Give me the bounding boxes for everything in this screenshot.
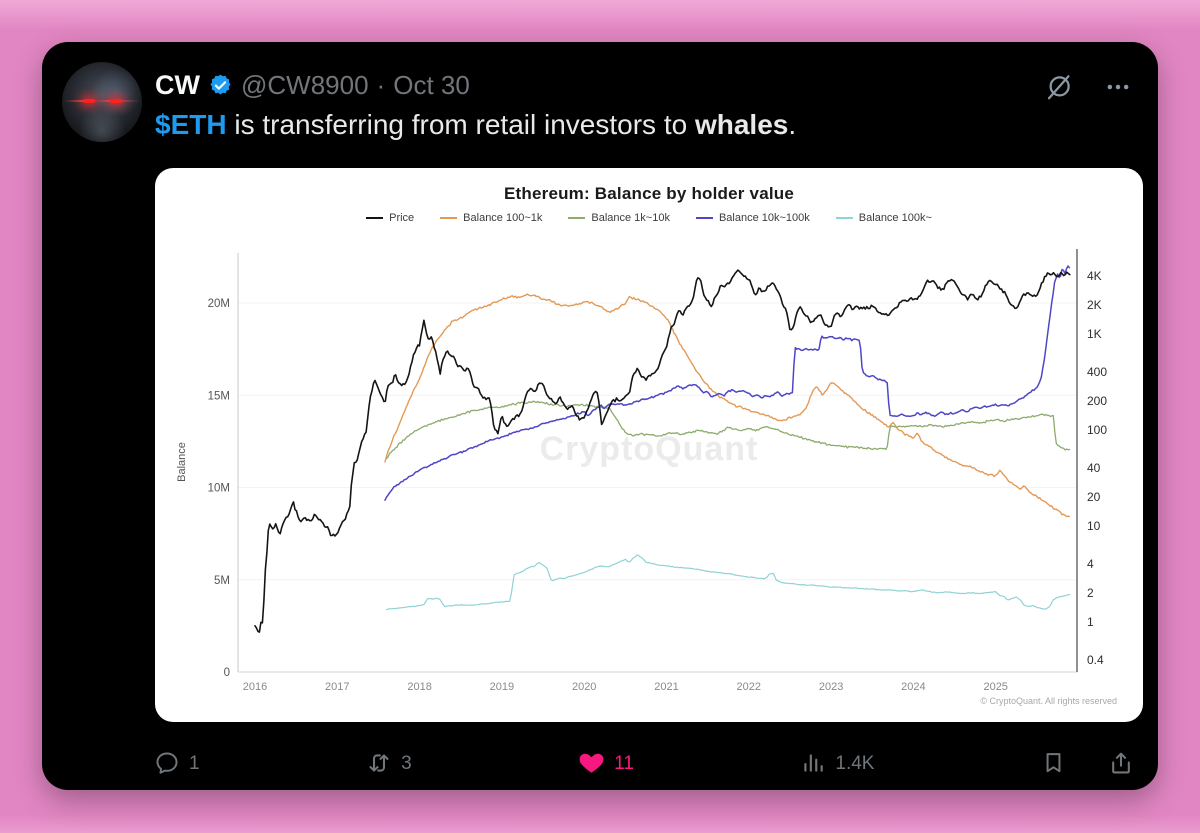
legend-label: Price	[389, 212, 415, 224]
x-axis-tick: 2023	[819, 681, 843, 693]
x-axis-tick: 2016	[243, 681, 267, 693]
series-price	[254, 269, 1071, 633]
share-icon	[1108, 750, 1134, 779]
grok-button[interactable]	[1040, 68, 1078, 109]
legend-item: Balance 100~1k	[440, 212, 542, 224]
reply-button[interactable]: 1	[152, 748, 202, 781]
right-axis-tick: 20	[1087, 490, 1101, 504]
left-axis-label: Balance	[176, 442, 188, 482]
chart-media[interactable]: 0 5M 10M 15M 20M Balance 4K 2K 1K 400 200 100 40 20 10…	[155, 168, 1143, 722]
legend-label: Balance 100k~	[858, 212, 932, 224]
avatar-left-eye	[82, 98, 95, 103]
separator-dot: ·	[376, 69, 386, 100]
left-axis-tick: 0	[224, 667, 230, 679]
chart-title: Ethereum: Balance by holder value	[503, 184, 795, 203]
views-button[interactable]: 1.4K	[798, 748, 876, 781]
legend-item: Price	[366, 212, 414, 224]
more-icon	[1104, 73, 1132, 104]
right-axis-tick: 40	[1087, 461, 1101, 475]
repost-button[interactable]: 3	[364, 748, 414, 781]
bookmark-button[interactable]	[1039, 748, 1068, 780]
heart-icon	[578, 749, 605, 779]
x-axis-tick: 2022	[737, 681, 761, 693]
chart-legend: Price Balance 100~1k Balance 1k~10k Balance…	[155, 212, 1143, 224]
chart-canvas: 05M10M15M20MBalance4K2K1K400200100402010…	[176, 249, 1107, 693]
repost-icon	[366, 750, 392, 779]
like-count: 11	[614, 753, 634, 774]
left-axis-tick: 20M	[208, 298, 230, 310]
grok-icon	[1044, 72, 1074, 105]
legend-item: Balance 10k~100k	[695, 212, 810, 224]
avatar-right-eye	[110, 98, 122, 103]
share-button[interactable]	[1106, 748, 1136, 781]
series-balance-10k-100k	[384, 265, 1071, 501]
tweet-header: CW @CW8900 · Oct 30	[155, 68, 470, 102]
view-count: 1.4K	[835, 753, 875, 774]
left-axis-tick: 15M	[208, 390, 230, 402]
left-axis-tick: 10M	[208, 483, 230, 495]
x-axis-tick: 2024	[901, 681, 925, 693]
reply-icon	[154, 750, 180, 779]
x-axis-tick: 2018	[407, 681, 431, 693]
more-button[interactable]	[1100, 69, 1136, 108]
chart-watermark: CryptoQuant	[539, 430, 759, 468]
right-axis-tick: 10	[1087, 519, 1101, 533]
avatar[interactable]	[62, 62, 142, 142]
analytics-icon	[800, 750, 826, 779]
display-name[interactable]: CW	[155, 69, 200, 100]
left-axis-tick: 5M	[214, 575, 230, 587]
right-axis-tick: 200	[1087, 394, 1107, 408]
tweet-action-bar: 1 3 11	[152, 740, 1136, 788]
right-axis-tick: 4	[1087, 557, 1094, 571]
legend-label: Balance 10k~100k	[718, 212, 810, 224]
legend-swatch	[440, 217, 458, 219]
tweet-text-bold: whales	[694, 109, 789, 140]
x-axis-tick: 2021	[654, 681, 678, 693]
legend-label: Balance 100~1k	[463, 212, 543, 224]
series-balance-1k-10k	[386, 400, 1071, 460]
x-axis-tick: 2017	[325, 681, 349, 693]
bookmark-icon	[1041, 750, 1066, 778]
series-balance-100-1k	[384, 293, 1071, 518]
x-axis-tick: 2025	[983, 681, 1007, 693]
series-balance-100k-	[386, 554, 1071, 611]
repost-count: 3	[401, 753, 412, 774]
legend-item: Balance 100k~	[835, 212, 932, 224]
tweet-text: $ETH is transferring from retail investo…	[155, 106, 1055, 144]
reply-count: 1	[189, 753, 200, 774]
chart-copyright: © CryptoQuant. All rights reserved	[980, 696, 1117, 706]
right-axis-tick: 0.4	[1087, 653, 1104, 667]
x-axis-tick: 2020	[572, 681, 596, 693]
legend-swatch	[695, 217, 713, 219]
user-handle[interactable]: @CW8900	[240, 69, 369, 100]
tweet-date[interactable]: Oct 30	[393, 69, 470, 100]
right-axis-tick: 100	[1087, 423, 1107, 437]
cashtag-link[interactable]: $ETH	[155, 109, 227, 140]
avatar-eye-flare	[63, 99, 141, 102]
x-axis-tick: 2019	[490, 681, 514, 693]
right-actions	[1039, 748, 1136, 781]
legend-swatch	[568, 217, 586, 219]
right-axis-tick: 1	[1087, 615, 1094, 629]
right-axis-tick: 4K	[1087, 269, 1102, 283]
legend-item: Balance 1k~10k	[568, 212, 670, 224]
like-button[interactable]: 11	[576, 747, 636, 781]
legend-swatch	[835, 217, 853, 219]
legend-swatch	[366, 217, 384, 219]
legend-label: Balance 1k~10k	[591, 212, 670, 224]
right-axis-tick: 400	[1087, 365, 1107, 379]
right-axis-tick: 1K	[1087, 327, 1102, 341]
tweet-text-end: .	[788, 109, 797, 140]
right-axis-tick: 2	[1087, 586, 1094, 600]
verified-badge-icon	[208, 73, 233, 98]
right-axis-tick: 2K	[1087, 298, 1102, 312]
tweet-text-body: is transferring from retail investors to	[226, 109, 695, 140]
tweet-card: CW @CW8900 · Oct 30	[42, 42, 1158, 790]
tweet-top-actions	[1040, 68, 1136, 109]
